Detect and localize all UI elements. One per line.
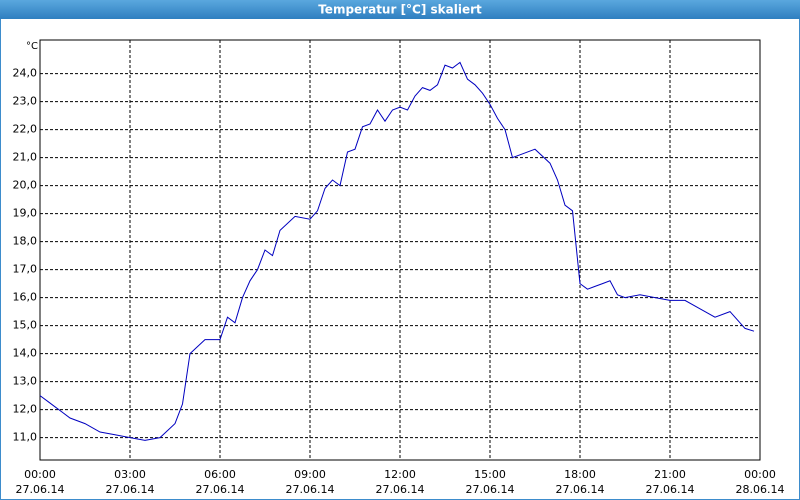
y-tick-label: 19,0 [13,207,38,220]
x-tick-label: 12:00 [384,468,416,481]
y-tick-label: 24,0 [13,67,38,80]
x-tick-date: 28.06.14 [736,483,785,496]
x-tick-label: 03:00 [114,468,146,481]
y-tick-label: 18,0 [13,235,38,248]
y-tick-label: 15,0 [13,319,38,332]
x-tick-date: 27.06.14 [646,483,695,496]
y-tick-label: 13,0 [13,375,38,388]
title-bar [0,0,800,19]
x-tick-date: 27.06.14 [286,483,335,496]
x-tick-label: 06:00 [204,468,236,481]
y-tick-label: 20,0 [13,179,38,192]
series-line [39,61,755,441]
y-tick-label: 23,0 [13,95,38,108]
x-tick-label: 21:00 [654,468,686,481]
x-tick-date: 27.06.14 [106,483,155,496]
x-tick-label: 00:00 [744,468,776,481]
x-tick-label: 09:00 [294,468,326,481]
x-tick-date: 27.06.14 [556,483,605,496]
y-tick-label: 14,0 [13,347,38,360]
y-tick-label: 21,0 [13,151,38,164]
x-tick-date: 27.06.14 [196,483,245,496]
plot-frame [39,39,761,461]
y-tick-label: 11,0 [13,431,38,444]
x-tick-date: 27.06.14 [16,483,65,496]
x-tick-date: 27.06.14 [376,483,425,496]
x-tick-label: 18:00 [564,468,596,481]
x-tick-label: 00:00 [24,468,56,481]
x-tick-date: 27.06.14 [466,483,515,496]
y-tick-label: 17,0 [13,263,38,276]
y-tick-label: 12,0 [13,403,38,416]
y-tick-label: 22,0 [13,123,38,136]
chart-title: Temperatur [°C] skaliert [318,3,482,17]
y-axis-unit: °C [26,41,38,52]
x-tick-label: 15:00 [474,468,506,481]
y-tick-label: 16,0 [13,291,38,304]
